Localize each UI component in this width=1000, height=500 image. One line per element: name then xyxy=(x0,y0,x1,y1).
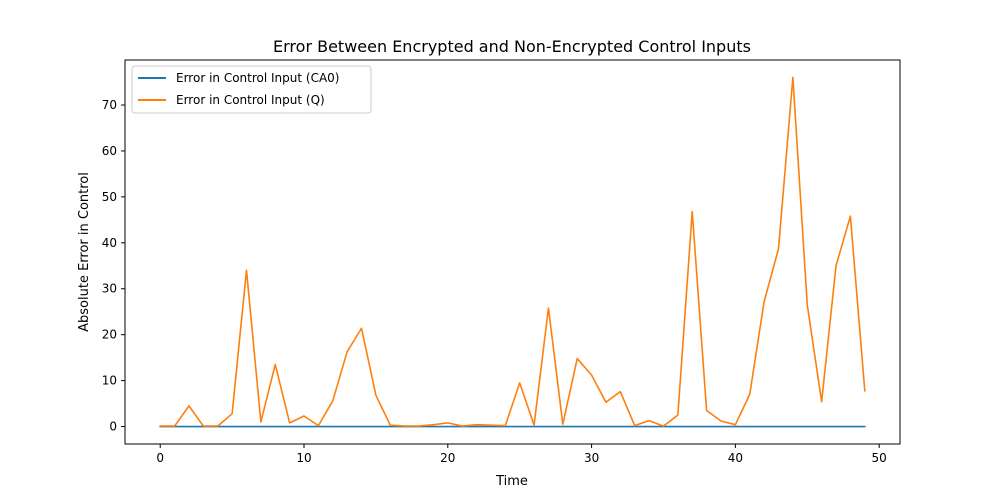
x-axis-label: Time xyxy=(495,474,528,489)
legend: Error in Control Input (CA0) Error in Co… xyxy=(131,65,372,114)
legend-label-q: Error in Control Input (Q) xyxy=(176,93,325,107)
x-tick-label: 30 xyxy=(584,451,599,465)
x-tick-label: 10 xyxy=(296,451,311,465)
y-axis: 0 10 20 30 40 50 60 70 xyxy=(102,98,125,434)
x-tick-label: 50 xyxy=(872,451,887,465)
y-tick-label: 10 xyxy=(102,374,117,388)
legend-box xyxy=(131,65,372,114)
x-tick-label: 40 xyxy=(728,451,743,465)
y-tick-label: 50 xyxy=(102,190,117,204)
y-tick-label: 40 xyxy=(102,236,117,250)
x-axis: 0 10 20 30 40 50 xyxy=(156,444,887,465)
series-layer xyxy=(159,76,866,428)
legend-label-ca0: Error in Control Input (CA0) xyxy=(176,71,339,85)
y-tick-label: 60 xyxy=(102,144,117,158)
y-tick-label: 20 xyxy=(102,328,117,342)
plot-frame xyxy=(124,59,901,445)
chart-title: Error Between Encrypted and Non-Encrypte… xyxy=(273,37,751,56)
x-tick-label: 20 xyxy=(440,451,455,465)
x-tick-label: 0 xyxy=(156,451,164,465)
y-tick-label: 0 xyxy=(109,420,117,434)
series-line-q xyxy=(159,76,866,427)
y-axis-label: Absolute Error in Control xyxy=(77,172,92,332)
y-tick-label: 30 xyxy=(102,282,117,296)
y-tick-label: 70 xyxy=(102,98,117,112)
